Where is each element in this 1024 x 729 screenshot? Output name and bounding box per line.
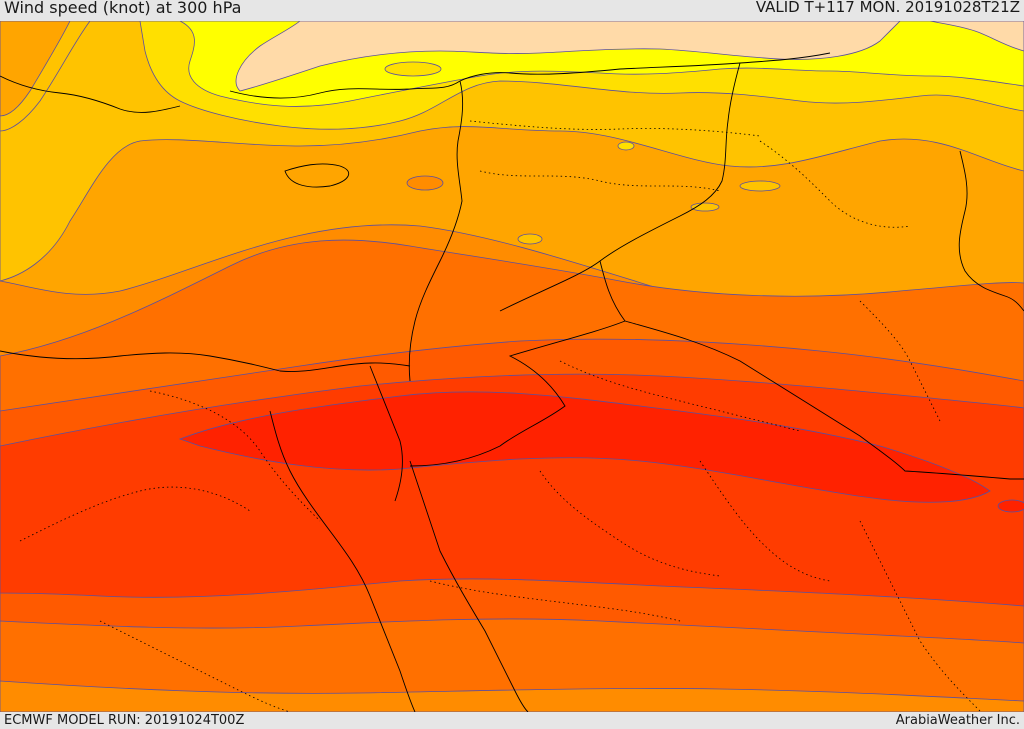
band-southern-amber bbox=[0, 680, 1024, 712]
model-run: ECMWF MODEL RUN: 20191024T00Z bbox=[4, 713, 245, 728]
admin-boundaries bbox=[19, 120, 981, 712]
coastlines bbox=[0, 52, 1024, 712]
border-iraq bbox=[499, 62, 741, 312]
isotach-cell bbox=[384, 61, 442, 77]
coastline-north bbox=[0, 52, 831, 113]
band-peach-east bbox=[929, 21, 1024, 52]
admin-boundary bbox=[859, 520, 981, 712]
admin-boundary bbox=[559, 360, 801, 432]
coastline-gulf bbox=[958, 150, 1024, 312]
map-header: Wind speed (knot) at 300 hPa VALID T+117… bbox=[0, 0, 1024, 21]
admin-boundary bbox=[479, 170, 721, 192]
valid-time: VALID T+117 MON. 20191028T21Z bbox=[755, 0, 1020, 16]
band-jet-core bbox=[178, 391, 991, 503]
admin-boundary bbox=[539, 470, 721, 577]
coastline-sinai bbox=[269, 410, 416, 712]
map-footer: ECMWF MODEL RUN: 20191024T00Z ArabiaWeat… bbox=[0, 712, 1024, 729]
isotach-cell bbox=[690, 202, 720, 212]
border-saudi-iraq bbox=[624, 320, 1024, 480]
border-egypt-sinai bbox=[369, 365, 403, 502]
isotach-cell bbox=[406, 175, 444, 191]
isotach-cell bbox=[997, 499, 1024, 513]
coastline-red-sea-east bbox=[409, 460, 529, 712]
band-peach bbox=[235, 21, 901, 92]
isotach-cell bbox=[617, 141, 635, 151]
map-title: Wind speed (knot) at 300 hPa bbox=[4, 0, 242, 17]
map-canvas bbox=[0, 21, 1024, 712]
coastline-cyprus bbox=[284, 163, 350, 188]
admin-boundary bbox=[429, 580, 681, 622]
border-jordan-saudi bbox=[409, 260, 626, 467]
band-south-orange bbox=[0, 618, 1024, 712]
wind-speed-map bbox=[0, 21, 1024, 712]
admin-boundary bbox=[699, 460, 831, 582]
coastline-levant bbox=[408, 80, 464, 382]
coastline-egypt-north bbox=[0, 350, 411, 372]
isotach-cell bbox=[739, 180, 781, 192]
credit: ArabiaWeather Inc. bbox=[895, 713, 1020, 728]
isotach-cell bbox=[517, 233, 543, 245]
band-gold-west bbox=[0, 21, 71, 117]
